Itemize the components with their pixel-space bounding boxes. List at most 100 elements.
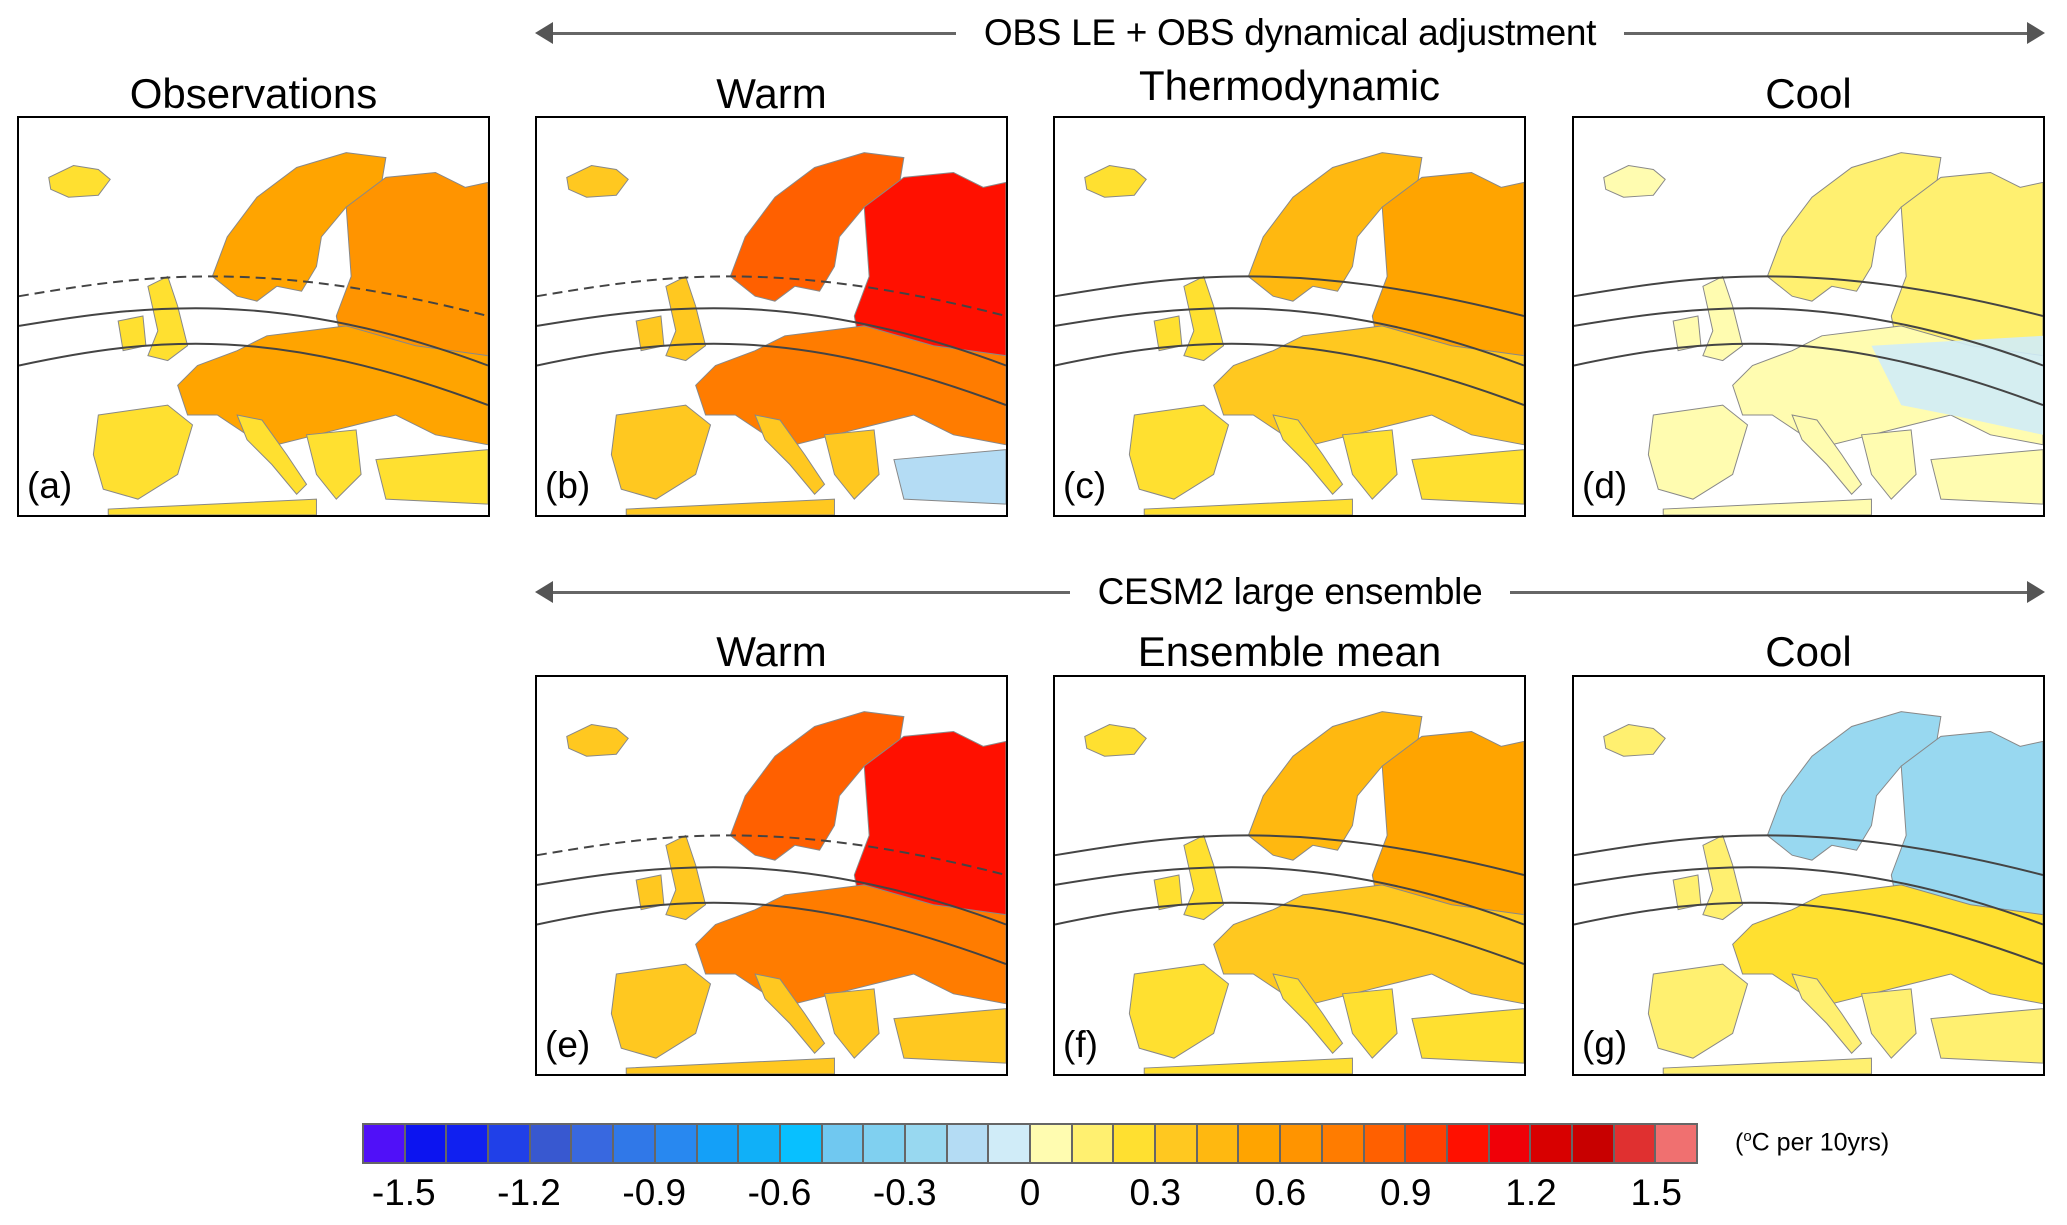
land-region (695, 884, 1006, 1005)
land-region (107, 498, 317, 515)
colorbar-tick-label: 0.3 (1129, 1172, 1181, 1213)
contour-line (537, 307, 1006, 367)
panel-title-b: Warm (716, 70, 827, 117)
land-region (665, 275, 707, 362)
panel-title-e: Warm (716, 628, 827, 675)
europe-map (537, 152, 1006, 515)
land-region (1930, 1008, 2043, 1064)
land-region (1791, 973, 1863, 1054)
panel-label: (e) (545, 1024, 591, 1065)
colorbar-cell (572, 1125, 613, 1162)
colorbar-cell (614, 1125, 654, 1162)
colorbar-cell (739, 1125, 779, 1162)
land-region (1341, 429, 1398, 500)
colorbar-cell (1114, 1125, 1155, 1162)
colorbar-tick-label: -1.2 (497, 1172, 561, 1213)
land-region (695, 325, 1006, 446)
arrow-left-icon (535, 22, 553, 44)
land-region (1128, 404, 1230, 500)
europe-map (1574, 711, 2043, 1074)
map-panel-f: (f) (1053, 675, 1526, 1076)
land-region (1662, 498, 1872, 515)
colorbar-cell (655, 1125, 696, 1162)
contour-line (537, 342, 1006, 407)
header-cesm2-text: CESM2 large ensemble (1097, 571, 1483, 612)
colorbar-cell (1364, 1125, 1405, 1162)
contour-line (537, 866, 1006, 926)
land-region (625, 498, 835, 515)
europe-map (1055, 152, 1524, 515)
contour-line (19, 342, 488, 407)
land-region (1143, 1057, 1353, 1074)
contour-line (1055, 342, 1524, 407)
contour-line (19, 275, 488, 317)
land-region (1341, 988, 1398, 1059)
colorbar-cell (1322, 1125, 1363, 1162)
europe-map (1574, 152, 2043, 515)
land-region (92, 404, 194, 500)
land-region (893, 449, 1006, 505)
europe-map (19, 152, 488, 515)
panel-label: (f) (1063, 1024, 1098, 1065)
contour-line (1055, 307, 1524, 367)
europe-map (1055, 711, 1524, 1074)
land-region (1603, 724, 1666, 757)
land-region (610, 963, 712, 1059)
map-panel-e: (e) (535, 675, 1008, 1076)
colorbar-cell (1031, 1125, 1071, 1162)
panel-label: (g) (1582, 1024, 1628, 1065)
panel-title-g: Cool (1765, 628, 1852, 675)
colorbar-cell (822, 1125, 863, 1162)
colorbar-tick-label: 0.9 (1380, 1172, 1432, 1213)
colorbar-cell (1531, 1125, 1571, 1162)
land-region (1647, 963, 1749, 1059)
land-region (1702, 275, 1744, 362)
header-cesm2: CESM2 large ensemble (535, 571, 2045, 612)
land-region (305, 429, 362, 500)
contour-line (1574, 307, 2043, 367)
header-obs-text: OBS LE + OBS dynamical adjustment (983, 12, 1597, 53)
land-region (1128, 963, 1230, 1059)
colorbar-cell (989, 1125, 1029, 1162)
land-region (823, 429, 880, 500)
land-region (1890, 730, 2043, 926)
land-region (1732, 884, 2043, 1005)
colorbar-tick-label: 1.2 (1505, 1172, 1557, 1213)
arrow-line (1510, 590, 2027, 594)
land-region (1662, 1057, 1872, 1074)
arrow-right-icon (2027, 581, 2045, 603)
colorbar-tick-label: -0.9 (622, 1172, 687, 1213)
panel-title-a: Observations (129, 70, 378, 117)
colorbar-tick-label: 0.6 (1254, 1172, 1307, 1213)
land-region (1213, 884, 1524, 1005)
land-region (1860, 988, 1917, 1059)
colorbar-cell (1447, 1125, 1488, 1162)
land-region (1183, 834, 1225, 921)
land-region (1213, 325, 1524, 446)
land-region (853, 730, 1006, 926)
colorbar-tick-label: -0.6 (747, 1172, 812, 1213)
panel-title-f: Ensemble mean (1137, 628, 1442, 675)
land-region (625, 1057, 835, 1074)
colorbar-units: (oC per 10yrs) (1735, 1128, 1890, 1157)
colorbar-cell (1614, 1125, 1655, 1162)
land-region (1272, 973, 1344, 1054)
arrow-line (1624, 31, 2028, 35)
contour-line (1574, 901, 2043, 966)
colorbar-cell (1239, 1125, 1280, 1162)
land-region (1411, 1008, 1524, 1064)
land-region (823, 988, 880, 1059)
contour-line (537, 275, 1006, 317)
land-region (853, 171, 1006, 367)
land-region (1371, 171, 1524, 367)
contour-line (1574, 866, 2043, 926)
colorbar-cell (947, 1125, 988, 1162)
land-region (1371, 730, 1524, 926)
colorbar-cell (530, 1125, 571, 1162)
colorbar-cell (1656, 1125, 1696, 1162)
colorbar-tick-label: 1.5 (1630, 1172, 1682, 1213)
land-region (1890, 171, 2043, 367)
arrow-line (553, 590, 1070, 594)
land-region (1603, 165, 1666, 198)
land-region (566, 724, 629, 757)
